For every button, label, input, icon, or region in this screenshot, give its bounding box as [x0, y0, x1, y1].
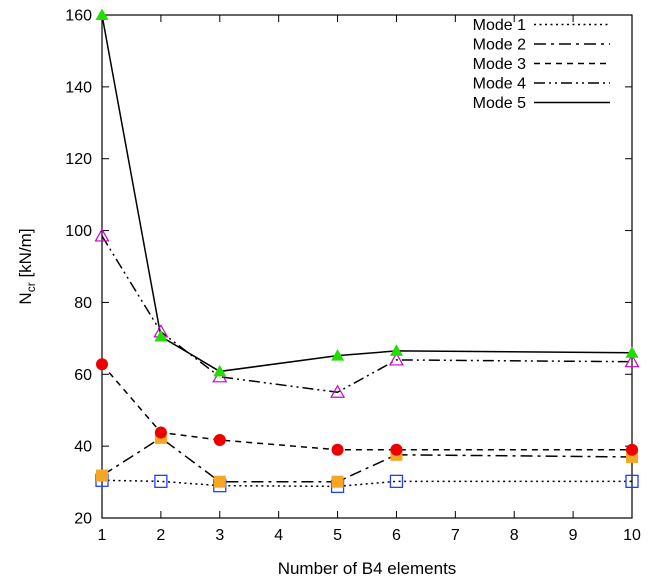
x-tick-label: 5 — [333, 527, 342, 544]
y-tick-label: 80 — [74, 295, 92, 312]
data-point-mode-2 — [213, 475, 226, 488]
axis-tick-labels: 1 2 3 4 5 6 7 8 9 10 20 40 60 80 100 120 140 160 — [65, 8, 641, 545]
y-tick-label: 140 — [65, 79, 92, 96]
y-tick-label: 100 — [65, 223, 92, 240]
y-tick-label: 160 — [65, 8, 92, 25]
data-point-mode-3 — [96, 358, 108, 371]
series-line-mode-5 — [101, 14, 633, 373]
data-point-mode-3 — [626, 443, 638, 456]
data-point-mode-3 — [213, 434, 226, 447]
data-point-mode-1 — [154, 474, 168, 489]
plot-area-frame — [101, 14, 633, 519]
data-point-mode-5 — [213, 364, 227, 377]
x-tick-label: 8 — [510, 527, 519, 544]
legend-label-mode-4: Mode 4 — [473, 76, 526, 93]
series-line-mode-3 — [101, 363, 632, 451]
y-axis-title-subscript: cr — [24, 282, 38, 292]
y-axis-title-main: N — [16, 292, 35, 304]
x-tick-label: 4 — [274, 527, 283, 544]
data-point-mode-5 — [154, 330, 168, 342]
data-point-mode-5 — [95, 8, 109, 20]
y-tick-label: 120 — [65, 151, 92, 168]
x-tick-label: 9 — [569, 527, 578, 544]
data-point-mode-4 — [624, 353, 640, 368]
data-point-mode-2 — [96, 469, 108, 482]
series-lines — [101, 14, 633, 488]
x-tick-label: 3 — [215, 527, 224, 544]
x-tick-label: 7 — [451, 527, 460, 544]
data-point-mode-4 — [330, 384, 346, 398]
data-point-mode-3 — [390, 443, 403, 456]
x-tick-label: 6 — [392, 527, 401, 544]
data-point-mode-2 — [331, 475, 344, 488]
x-tick-label: 1 — [98, 527, 107, 544]
legend: Mode 1 Mode 2 Mode 3 Mode 4 Mode 5 — [473, 17, 610, 112]
legend-label-mode-3: Mode 3 — [473, 56, 526, 73]
y-axis-title: Ncr [kN/m] — [16, 228, 38, 304]
x-tick-label: 2 — [156, 527, 165, 544]
legend-label-mode-5: Mode 5 — [473, 95, 526, 112]
series-line-mode-4 — [101, 235, 633, 394]
x-axis-title: Number of B4 elements — [278, 559, 457, 578]
y-tick-label: 20 — [74, 511, 92, 528]
x-tick-label: 10 — [623, 527, 641, 544]
series-line-mode-1 — [101, 479, 632, 488]
axis-ticks — [101, 14, 633, 519]
legend-label-mode-1: Mode 1 — [473, 17, 526, 34]
data-point-mode-5 — [389, 344, 403, 356]
series-line-mode-2 — [101, 436, 633, 483]
data-point-mode-1 — [389, 474, 404, 489]
data-point-mode-3 — [154, 426, 167, 439]
data-point-mode-4 — [388, 352, 404, 366]
data-point-mode-4 — [94, 228, 110, 242]
data-point-mode-5 — [331, 349, 345, 361]
data-point-mode-3 — [331, 443, 344, 456]
legend-label-mode-2: Mode 2 — [473, 37, 526, 54]
data-point-mode-5 — [625, 346, 639, 358]
y-tick-label: 40 — [74, 439, 92, 456]
series-markers — [94, 8, 640, 494]
y-axis-title-unit: [kN/m] — [16, 228, 35, 282]
data-point-mode-1 — [625, 474, 639, 489]
y-tick-label: 60 — [74, 367, 92, 384]
